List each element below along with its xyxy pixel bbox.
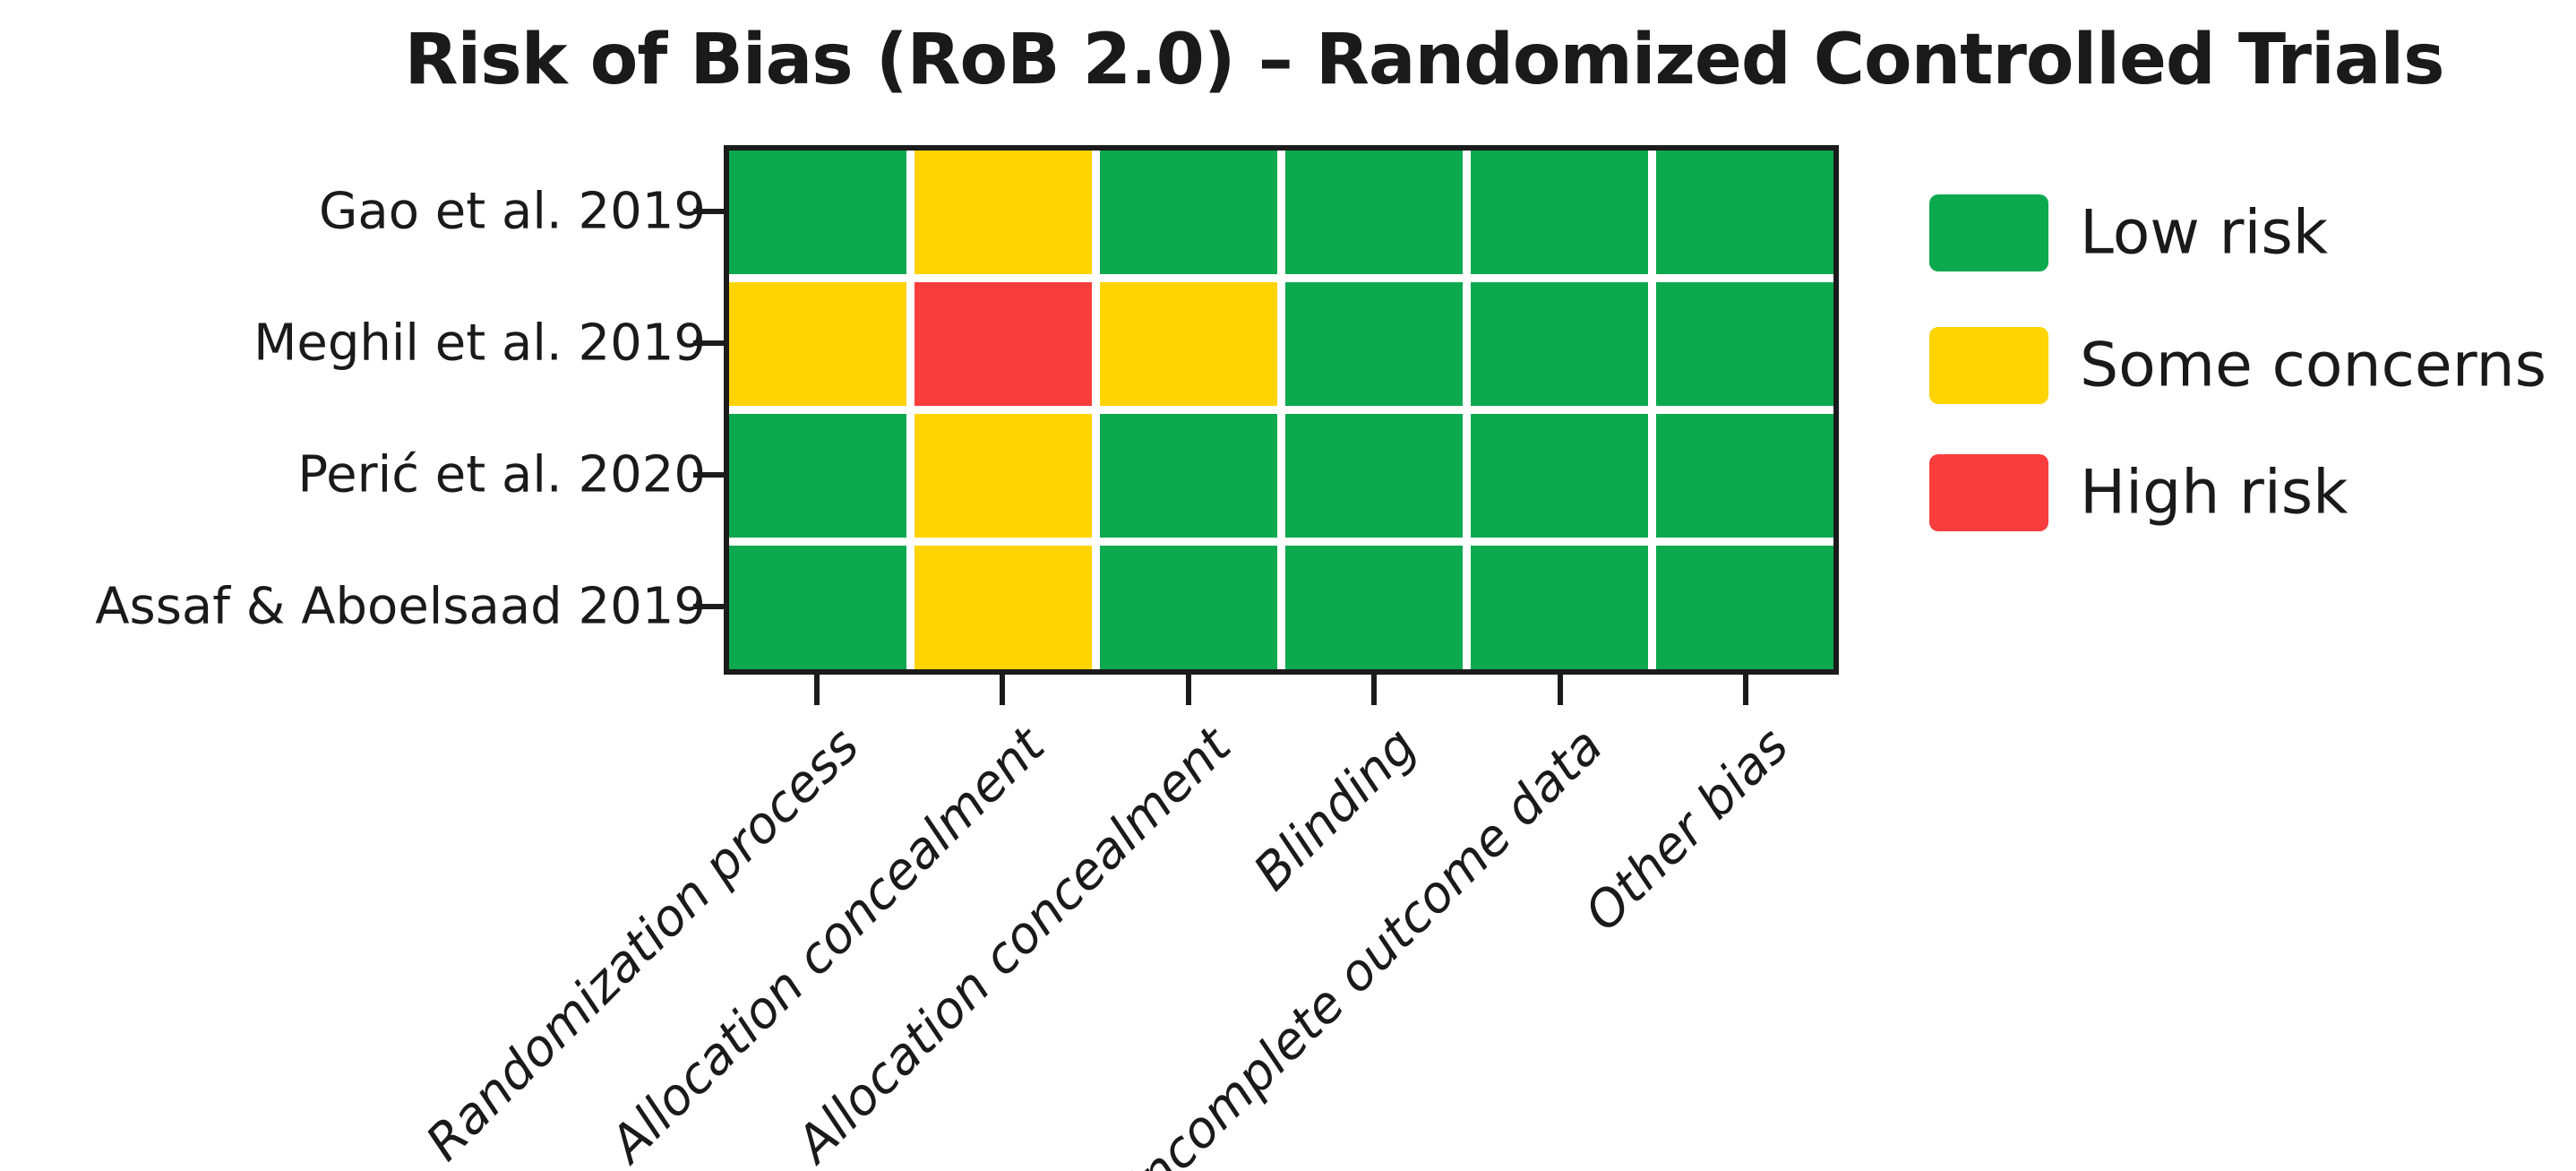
heatmap-cell xyxy=(914,414,1092,538)
chart-title: Risk of Bias (RoB 2.0) – Randomized Cont… xyxy=(404,20,2444,100)
heatmap-cell xyxy=(914,282,1092,406)
heatmap-cell xyxy=(1100,546,1277,669)
y-tick xyxy=(693,604,724,609)
heatmap-cell xyxy=(914,546,1092,669)
y-tick xyxy=(693,472,724,478)
heatmap-cell xyxy=(1471,414,1648,538)
legend-swatch-high-risk xyxy=(1929,454,2048,531)
heatmap-cell xyxy=(1285,414,1463,538)
legend-swatch-low-risk xyxy=(1929,194,2048,271)
heatmap-cell xyxy=(1656,546,1833,669)
heatmap-cell xyxy=(1656,414,1833,538)
heatmap-cell xyxy=(1100,414,1277,538)
heatmap-cell xyxy=(1100,151,1277,274)
x-tick xyxy=(1186,675,1191,705)
heatmap-plot-area xyxy=(724,145,1839,675)
heatmap-cell xyxy=(729,546,906,669)
heatmap-cell xyxy=(1285,151,1463,274)
heatmap-cell xyxy=(1471,151,1648,274)
x-axis-label-domain: Blinding xyxy=(1242,717,1428,902)
legend-swatch-some-concerns xyxy=(1929,327,2048,404)
x-tick xyxy=(814,675,820,705)
y-tick xyxy=(693,209,724,214)
heatmap-cell xyxy=(1471,282,1648,406)
y-tick xyxy=(693,340,724,346)
heatmap-cell xyxy=(914,151,1092,274)
x-tick xyxy=(1558,675,1563,705)
heatmap-cell xyxy=(1285,546,1463,669)
heatmap-cell xyxy=(1656,151,1833,274)
heatmap-cell xyxy=(1100,282,1277,406)
legend-label-low-risk: Low risk xyxy=(2080,197,2329,269)
heatmap-cell xyxy=(729,282,906,406)
heatmap-cell xyxy=(729,151,906,274)
heatmap-cell xyxy=(1471,546,1648,669)
x-tick xyxy=(1743,675,1748,705)
x-tick xyxy=(1000,675,1005,705)
legend-label-high-risk: High risk xyxy=(2080,457,2348,529)
heatmap-cell xyxy=(1656,282,1833,406)
y-axis-label-study: Gao et al. 2019 xyxy=(319,182,706,241)
heatmap-cell xyxy=(729,414,906,538)
heatmap-cell xyxy=(1285,282,1463,406)
y-axis-label-study: Assaf & Aboelsaad 2019 xyxy=(95,577,706,636)
x-tick xyxy=(1371,675,1377,705)
y-axis-label-study: Perić et al. 2020 xyxy=(297,445,706,504)
legend-label-some-concerns: Some concerns xyxy=(2080,330,2547,401)
y-axis-label-study: Meghil et al. 2019 xyxy=(253,314,706,373)
